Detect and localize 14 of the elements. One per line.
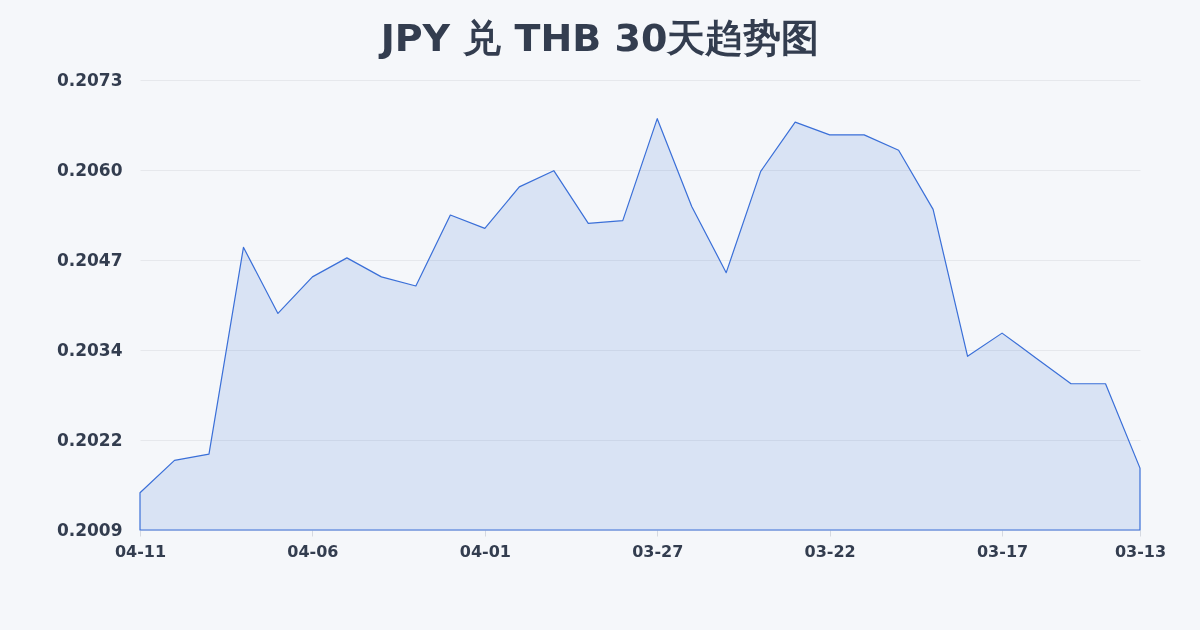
y-tick-label: 0.2047 xyxy=(56,249,123,270)
x-tick-label: 04-06 xyxy=(287,541,339,561)
y-tick-label: 0.2022 xyxy=(56,429,123,450)
x-tick-label: 03-17 xyxy=(976,541,1029,561)
x-tick-label: 04-01 xyxy=(459,541,511,561)
y-tick-label: 0.2009 xyxy=(56,519,123,540)
x-tick-label: 03-22 xyxy=(804,541,856,561)
x-tick-label: 04-11 xyxy=(114,541,167,561)
chart-title: JPY 兑 THB 30天趋势图 xyxy=(377,16,820,60)
x-tick-label: 03-27 xyxy=(632,541,684,561)
x-tick-label: 03-13 xyxy=(1114,541,1167,561)
y-tick-label: 0.2073 xyxy=(56,69,123,90)
y-tick-label: 0.2034 xyxy=(56,339,123,360)
y-tick-label: 0.2060 xyxy=(56,159,123,180)
